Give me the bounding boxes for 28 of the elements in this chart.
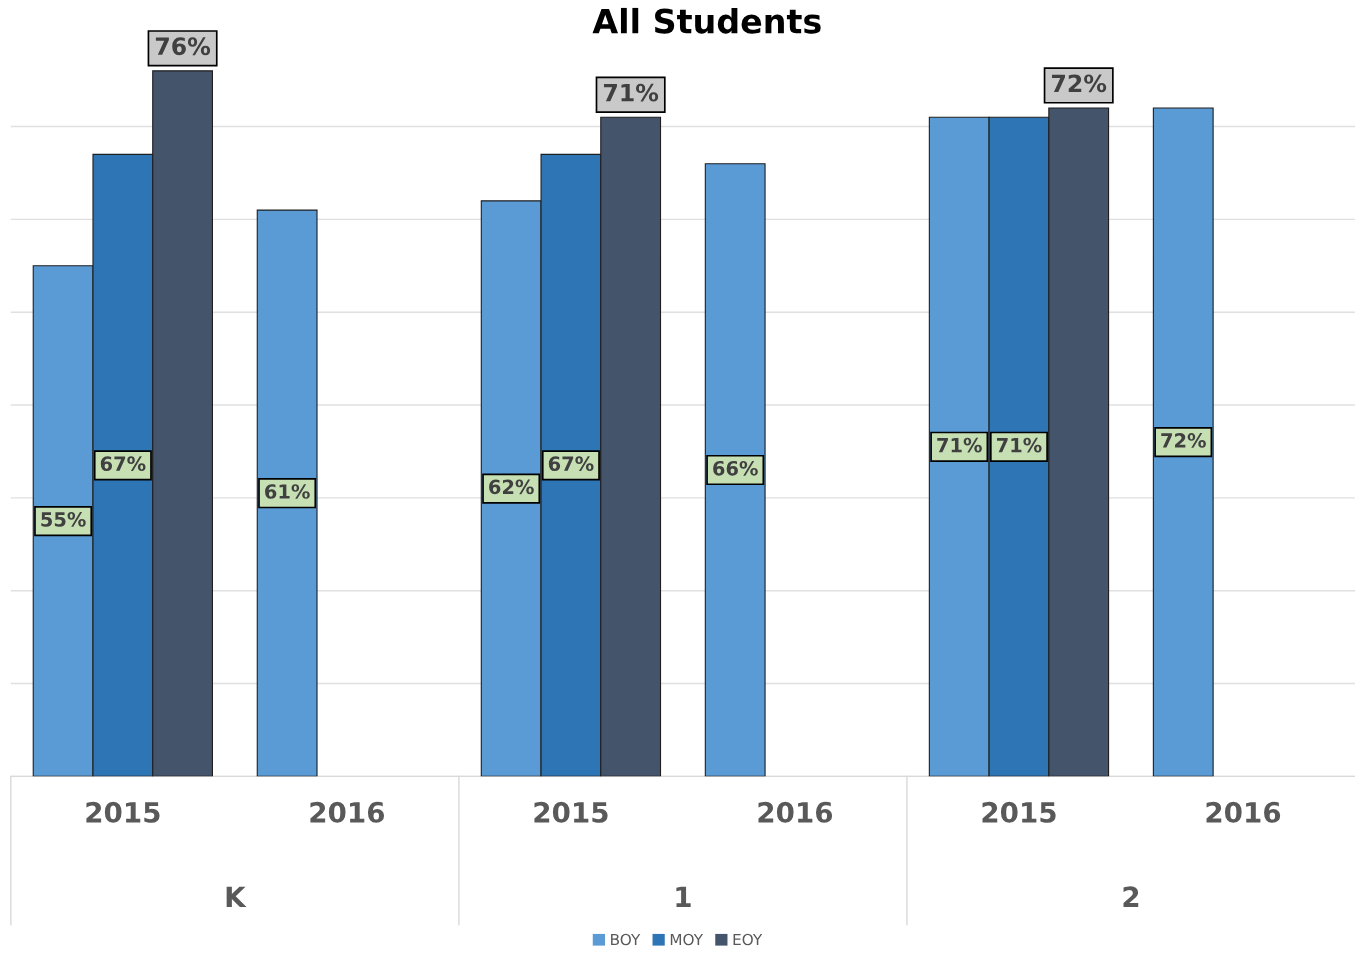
text: 1 [676, 886, 691, 907]
bar [1152, 107, 1214, 777]
data-label: 62% [489, 479, 534, 495]
x-tick-label: 2015 [534, 801, 608, 823]
data-label: 71% [603, 83, 659, 102]
data-label: 76% [155, 37, 211, 56]
data-label: 72% [1052, 74, 1107, 93]
text: 2 [1123, 886, 1139, 907]
x-tick-label: 2015 [982, 801, 1056, 823]
chart-title: All Students [592, 7, 821, 34]
data-label: 67% [100, 456, 146, 472]
bar [704, 163, 766, 777]
data-label: 61% [265, 484, 310, 499]
data-label: 71% [996, 437, 1042, 453]
data-label: 71% [937, 437, 982, 453]
x-tick-label: 2016 [1206, 801, 1281, 823]
data-label: 55% [41, 512, 86, 527]
x-tick-label: 2016 [758, 801, 833, 823]
legend-label: EOY [733, 933, 763, 946]
data-label: 67% [548, 456, 594, 472]
legend-label: BOY [611, 933, 641, 946]
data-label: 72% [1161, 433, 1206, 448]
text: K [226, 886, 247, 907]
x-tick-label: 2016 [310, 801, 385, 823]
data-label: 66% [713, 460, 758, 476]
legend-label: MOY [670, 933, 704, 946]
x-tick-label: 2015 [86, 801, 160, 823]
bar [256, 209, 318, 777]
